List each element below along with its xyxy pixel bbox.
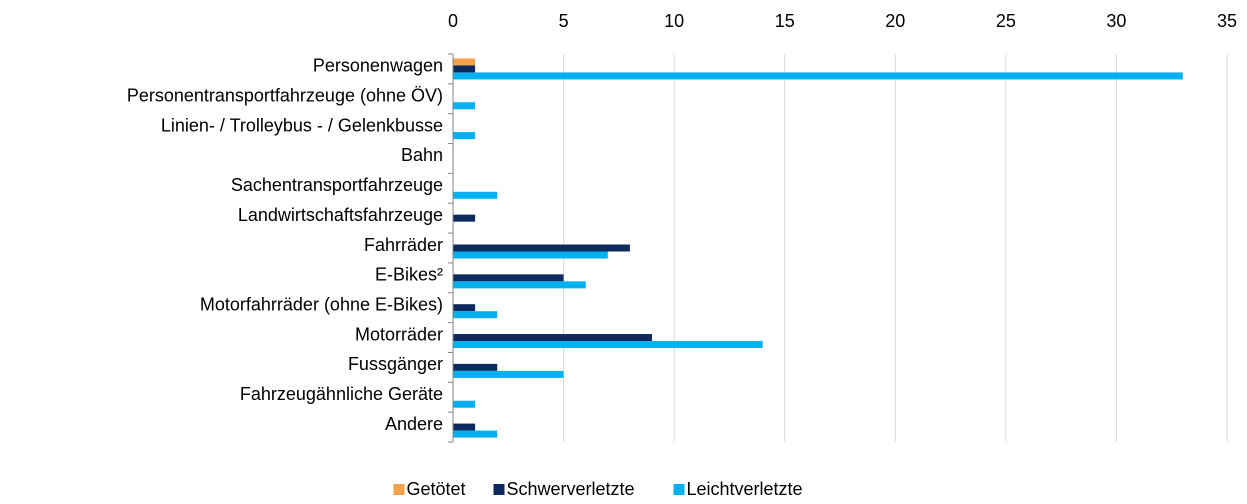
- y-tick-label: Personenwagen: [313, 56, 443, 76]
- x-tick-label: 20: [885, 11, 905, 31]
- legend-swatch: [493, 484, 505, 495]
- bar: [453, 334, 653, 342]
- y-tick-label: Motorräder: [355, 324, 443, 344]
- bar: [453, 214, 476, 222]
- bar: [453, 430, 498, 438]
- y-tick-label: Fussgänger: [348, 354, 443, 374]
- bar: [453, 311, 498, 319]
- bar: [453, 72, 1183, 80]
- bar: [453, 132, 476, 140]
- bar: [453, 341, 763, 349]
- x-tick-label: 10: [664, 11, 684, 31]
- x-tick-label: 5: [559, 11, 569, 31]
- bar: [453, 281, 586, 289]
- bar: [453, 251, 608, 259]
- bar: [453, 423, 476, 431]
- bar: [453, 400, 476, 408]
- bar: [453, 102, 476, 110]
- bar: [453, 65, 476, 73]
- y-tick-label: Bahn: [401, 145, 443, 165]
- y-tick-label: Sachentransportfahrzeuge: [231, 175, 443, 195]
- y-tick-label: Fahrzeugähnliche Geräte: [240, 384, 443, 404]
- y-tick-label: Fahrräder: [364, 235, 443, 255]
- y-tick-label: Landwirtschaftsfahrzeuge: [238, 205, 443, 225]
- bar: [453, 244, 630, 252]
- y-tick-label: Motorfahrräder (ohne E-Bikes): [200, 294, 443, 314]
- y-tick-label: E-Bikes²: [375, 265, 443, 285]
- bar: [453, 370, 564, 378]
- x-tick-label: 30: [1106, 11, 1126, 31]
- legend-swatch: [673, 484, 685, 495]
- y-tick-label: Linien- / Trolleybus - / Gelenkbusse: [161, 115, 443, 135]
- x-tick-label: 25: [996, 11, 1016, 31]
- legend-label: Schwerverletzte: [507, 479, 635, 499]
- bar: [453, 363, 498, 371]
- bar: [453, 304, 476, 312]
- x-tick-label: 35: [1217, 11, 1237, 31]
- legend-label: Getötet: [407, 479, 466, 499]
- legend-swatch: [393, 484, 405, 495]
- bar: [453, 58, 476, 66]
- x-tick-label: 0: [448, 11, 458, 31]
- y-tick-label: Andere: [385, 414, 443, 434]
- legend-label: Leichtverletzte: [687, 479, 803, 499]
- y-tick-label: Personentransportfahrzeuge (ohne ÖV): [127, 86, 443, 106]
- bar: [453, 191, 498, 199]
- x-tick-label: 15: [775, 11, 795, 31]
- bar: [453, 274, 564, 282]
